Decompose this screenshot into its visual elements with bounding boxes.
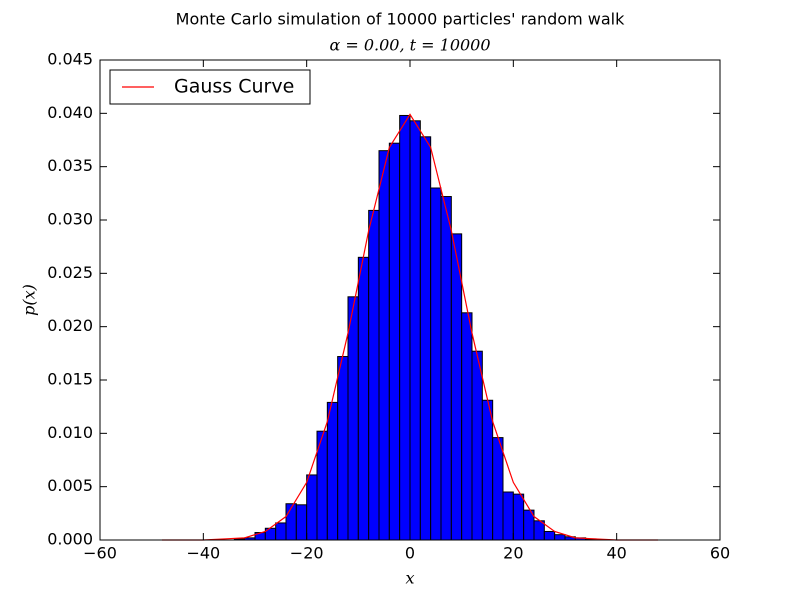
histogram-bar [440,196,452,541]
x-tick-label: −20 [290,544,324,563]
y-tick-label: 0.045 [47,50,93,69]
histogram-bar [430,187,442,541]
histogram-bar [306,474,318,541]
histogram-bar [285,503,297,541]
y-tick-label: 0.020 [47,316,93,335]
x-tick-label: −40 [186,544,220,563]
histogram-bar [481,399,494,541]
y-tick-label: 0.005 [47,476,93,495]
y-tick-label: 0.015 [47,370,93,389]
histogram-bar [337,356,349,541]
y-tick-label: 0.030 [47,210,93,229]
histogram-bar [275,522,287,541]
y-tick-label: 0.025 [47,263,93,282]
y-axis-label: p(x) [20,284,39,316]
histogram-bar [502,491,514,541]
histogram-bar [388,142,401,541]
histogram-bar [409,120,421,541]
y-tick-label: 0.000 [47,530,93,549]
histogram-bar [461,312,473,541]
chart-subtitle: α = 0.00, t = 10000 [329,36,490,55]
y-tick-label: 0.040 [47,103,93,122]
x-axis-label: x [405,569,414,588]
histogram-bar [533,520,545,541]
legend-label: Gauss Curve [174,76,294,98]
gauss-curve [162,113,658,541]
histogram-bar [399,114,411,541]
histogram-bar [554,534,566,541]
histogram-bar [357,256,370,541]
histogram-bar [450,233,463,541]
histogram-bar [368,209,380,541]
x-tick-label: −60 [83,544,117,563]
histogram-bar [512,493,525,541]
histogram-bar [378,150,390,541]
y-tick-label: 0.010 [47,423,93,442]
histogram-bar [326,401,339,541]
histogram-bar [347,296,359,541]
x-tick-label: 40 [606,544,626,563]
y-tick-label: 0.035 [47,156,93,175]
chart-title: Monte Carlo simulation of 10000 particle… [176,10,625,29]
histogram-bar [492,437,504,541]
histogram-bar [543,530,556,541]
x-tick-label: 60 [710,544,730,563]
histogram-bar [295,504,308,541]
x-tick-label: 0 [405,544,415,563]
histogram-bar [419,136,432,541]
histogram-bar [471,350,483,541]
x-tick-label: 20 [503,544,523,563]
